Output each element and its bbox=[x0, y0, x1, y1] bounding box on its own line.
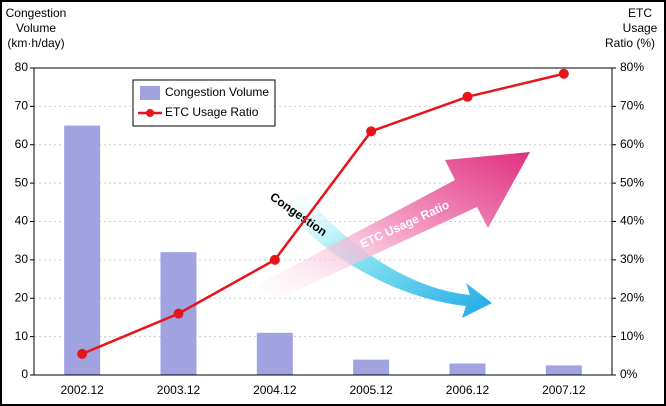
legend-label: Congestion Volume bbox=[165, 85, 269, 99]
line-marker bbox=[366, 126, 377, 137]
bar bbox=[353, 359, 390, 375]
x-tick-label: 2003.12 bbox=[157, 383, 201, 397]
congestion-arrow bbox=[285, 190, 492, 318]
y2-tick-label: 80% bbox=[620, 60, 644, 74]
y-axis-label: (km·h/day) bbox=[7, 36, 64, 50]
y2-axis-label: Ratio (%) bbox=[605, 36, 655, 50]
x-tick-label: 2007.12 bbox=[542, 383, 586, 397]
line-marker bbox=[462, 91, 473, 102]
line-marker bbox=[269, 254, 280, 265]
line-marker bbox=[77, 348, 88, 359]
x-tick-label: 2004.12 bbox=[253, 383, 297, 397]
y2-axis-label: ETC bbox=[628, 6, 652, 20]
x-tick-label: 2005.12 bbox=[349, 383, 393, 397]
y-tick-label: 20 bbox=[15, 290, 29, 304]
y2-tick-label: 60% bbox=[620, 137, 644, 151]
legend-swatch bbox=[140, 86, 160, 100]
y2-tick-label: 0% bbox=[620, 367, 638, 381]
line-marker bbox=[558, 68, 569, 79]
x-tick-label: 2002.12 bbox=[60, 383, 104, 397]
bar bbox=[64, 125, 101, 375]
y2-tick-label: 30% bbox=[620, 252, 644, 266]
y-tick-label: 60 bbox=[15, 137, 29, 151]
y2-tick-label: 20% bbox=[620, 290, 644, 304]
legend: Congestion Volume ETC Usage Ratio bbox=[132, 79, 276, 127]
legend-swatch bbox=[146, 109, 154, 117]
y-axis-label: Volume bbox=[16, 21, 56, 35]
legend-label: ETC Usage Ratio bbox=[165, 105, 259, 119]
x-tick-label: 2006.12 bbox=[446, 383, 490, 397]
bar bbox=[256, 332, 293, 375]
y-tick-label: 80 bbox=[15, 60, 29, 74]
y2-tick-label: 10% bbox=[620, 329, 644, 343]
y-tick-label: 50 bbox=[15, 175, 29, 189]
y-tick-label: 30 bbox=[15, 252, 29, 266]
line-marker bbox=[173, 308, 184, 319]
bar bbox=[545, 365, 582, 375]
grid bbox=[34, 105, 612, 338]
y-tick-label: 0 bbox=[21, 367, 28, 381]
etc-arrow bbox=[248, 152, 530, 302]
y2-tick-label: 40% bbox=[620, 214, 644, 228]
bar bbox=[449, 363, 486, 375]
y-tick-label: 40 bbox=[15, 214, 29, 228]
bars bbox=[64, 125, 582, 375]
line bbox=[81, 72, 565, 356]
y-tick-label: 70 bbox=[15, 99, 29, 113]
y2-axis-label: Usage bbox=[623, 21, 658, 35]
y-tick-label: 10 bbox=[15, 329, 29, 343]
y2-tick-label: 70% bbox=[620, 99, 644, 113]
legend-box bbox=[132, 79, 276, 127]
y-axis-label: Congestion bbox=[6, 6, 67, 20]
y2-tick-label: 50% bbox=[620, 175, 644, 189]
